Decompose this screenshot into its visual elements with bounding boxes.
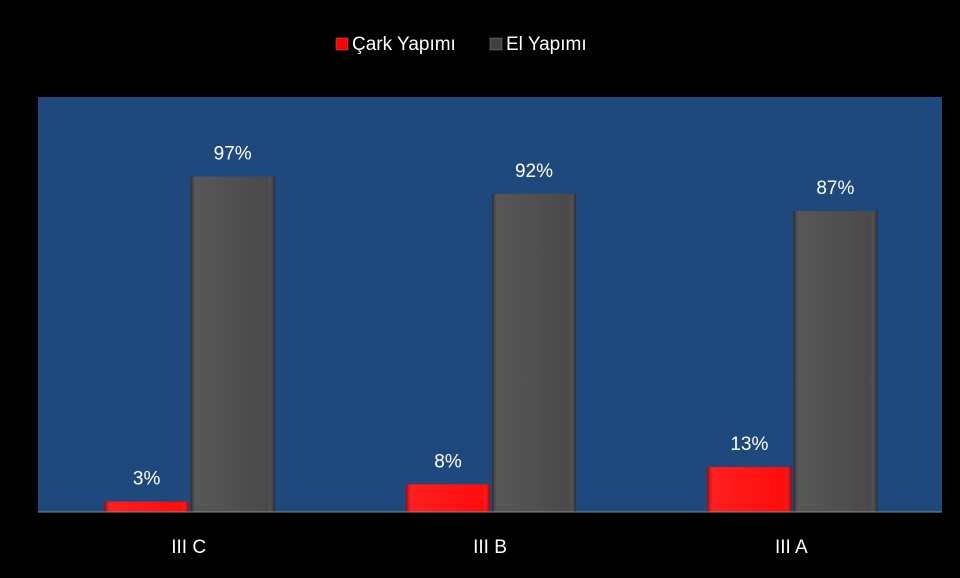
bar-bevel (190, 176, 275, 512)
plot-area (38, 97, 942, 512)
bar-bevel (406, 484, 490, 512)
bar-bevel (104, 501, 189, 512)
legend-label: Çark Yapımı (352, 34, 456, 55)
legend-swatch (489, 37, 503, 51)
data-label: 3% (133, 469, 161, 490)
data-label: 13% (730, 434, 768, 455)
bar-bevel (707, 467, 792, 512)
x-tick-label: III A (775, 537, 808, 558)
data-label: 87% (816, 178, 854, 199)
x-tick-label: III B (473, 537, 507, 558)
legend-label: El Yapımı (506, 34, 587, 55)
bar-bevel (492, 193, 576, 513)
legend-swatch (335, 37, 349, 51)
bar-bevel (793, 211, 878, 512)
data-label: 8% (434, 451, 462, 472)
x-tick-label: III C (171, 537, 206, 558)
data-label: 92% (515, 161, 553, 182)
data-label: 97% (214, 144, 252, 165)
